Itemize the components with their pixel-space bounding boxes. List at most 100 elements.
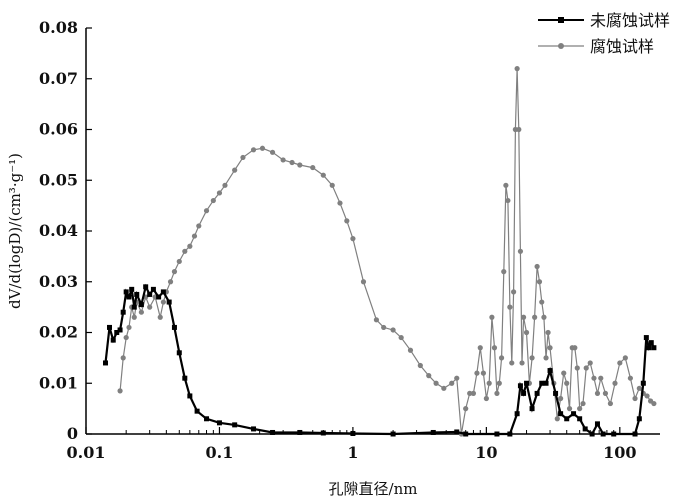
- data-point: [640, 380, 646, 386]
- data-point: [134, 291, 140, 297]
- data-point: [574, 365, 580, 371]
- data-point: [454, 375, 460, 381]
- data-point: [373, 317, 380, 323]
- y-tick-label: 0.07: [39, 69, 78, 88]
- data-point: [520, 314, 527, 320]
- y-tick-label: 0.02: [39, 323, 78, 342]
- data-point: [589, 431, 595, 437]
- data-point: [594, 421, 600, 427]
- data-point: [611, 431, 617, 437]
- data-point: [521, 390, 527, 396]
- x-tick-label: 0.1: [206, 443, 234, 462]
- data-point: [545, 329, 551, 336]
- data-point: [470, 390, 477, 396]
- data-point: [617, 360, 623, 366]
- data-point: [566, 406, 573, 412]
- data-point: [480, 370, 486, 376]
- data-point: [539, 299, 545, 305]
- data-point: [651, 400, 657, 407]
- data-point: [449, 380, 455, 386]
- data-point: [191, 233, 198, 239]
- data-point: [602, 390, 609, 396]
- data-point: [558, 411, 564, 417]
- x-tick-label: 0.01: [67, 443, 106, 462]
- data-point: [297, 429, 303, 435]
- x-tick-label: 1: [347, 443, 358, 462]
- data-point: [534, 263, 540, 270]
- data-point: [519, 360, 525, 366]
- data-point: [463, 431, 469, 437]
- data-point: [114, 330, 120, 335]
- data-point: [554, 416, 560, 422]
- data-point: [210, 197, 216, 204]
- x-tick-label: 100: [603, 443, 636, 462]
- data-point: [131, 314, 137, 320]
- data-point: [543, 380, 549, 386]
- data-point: [553, 390, 559, 396]
- data-point: [138, 302, 144, 308]
- data-point: [187, 393, 193, 399]
- y-axis-title: dV/d(logD)/(cm³·g⁻¹): [6, 153, 24, 309]
- data-point: [494, 390, 500, 396]
- data-point: [360, 279, 367, 285]
- data-point: [648, 340, 654, 346]
- data-point: [507, 431, 513, 437]
- data-point: [612, 380, 618, 386]
- data-point: [126, 324, 132, 331]
- data-point: [644, 393, 650, 399]
- axes: [85, 28, 660, 435]
- data-point: [577, 416, 583, 422]
- data-point: [514, 411, 520, 417]
- data-point: [381, 324, 387, 331]
- data-point: [534, 390, 540, 396]
- data-point: [126, 294, 132, 300]
- data-point: [426, 373, 432, 379]
- y-tick-label: 0.08: [39, 18, 78, 37]
- data-point: [580, 400, 586, 407]
- legend-entry: 未腐蚀试样: [538, 11, 670, 30]
- data-point: [523, 329, 530, 336]
- data-point: [232, 422, 238, 428]
- data-point: [463, 406, 469, 412]
- data-point: [636, 416, 642, 422]
- data-point: [350, 430, 356, 436]
- data-point: [156, 294, 162, 300]
- y-tick-label: 0.05: [39, 170, 78, 189]
- data-point: [433, 380, 439, 386]
- data-point: [123, 289, 129, 295]
- y-tick-label: 0.03: [39, 272, 78, 291]
- data-point: [337, 200, 343, 206]
- data-point: [147, 304, 153, 310]
- data-point: [646, 345, 652, 351]
- data-point: [467, 390, 473, 396]
- data-point: [259, 145, 266, 151]
- data-point: [123, 334, 129, 341]
- data-point: [507, 304, 513, 310]
- data-point: [129, 286, 135, 292]
- data-point: [591, 375, 597, 381]
- data-point: [270, 429, 276, 435]
- data-point: [143, 284, 149, 290]
- data-point: [216, 420, 222, 426]
- data-point: [582, 426, 588, 432]
- data-point: [240, 154, 246, 161]
- data-point: [516, 126, 522, 133]
- data-point: [600, 431, 606, 437]
- data-point: [110, 337, 116, 343]
- data-point: [486, 380, 492, 386]
- data-point: [250, 147, 257, 153]
- data-point: [117, 327, 123, 333]
- data-point: [491, 345, 498, 351]
- data-point: [350, 236, 356, 242]
- ticks: 00.010.020.030.040.050.060.070.080.01 0.1…: [39, 18, 636, 462]
- data-point: [204, 416, 210, 422]
- data-point: [474, 370, 480, 376]
- data-point: [407, 347, 414, 353]
- data-point: [594, 390, 601, 396]
- data-point: [167, 279, 174, 285]
- series-uncorroded: [103, 283, 657, 437]
- data-point: [320, 172, 326, 178]
- data-point: [430, 429, 436, 435]
- data-point: [194, 408, 200, 414]
